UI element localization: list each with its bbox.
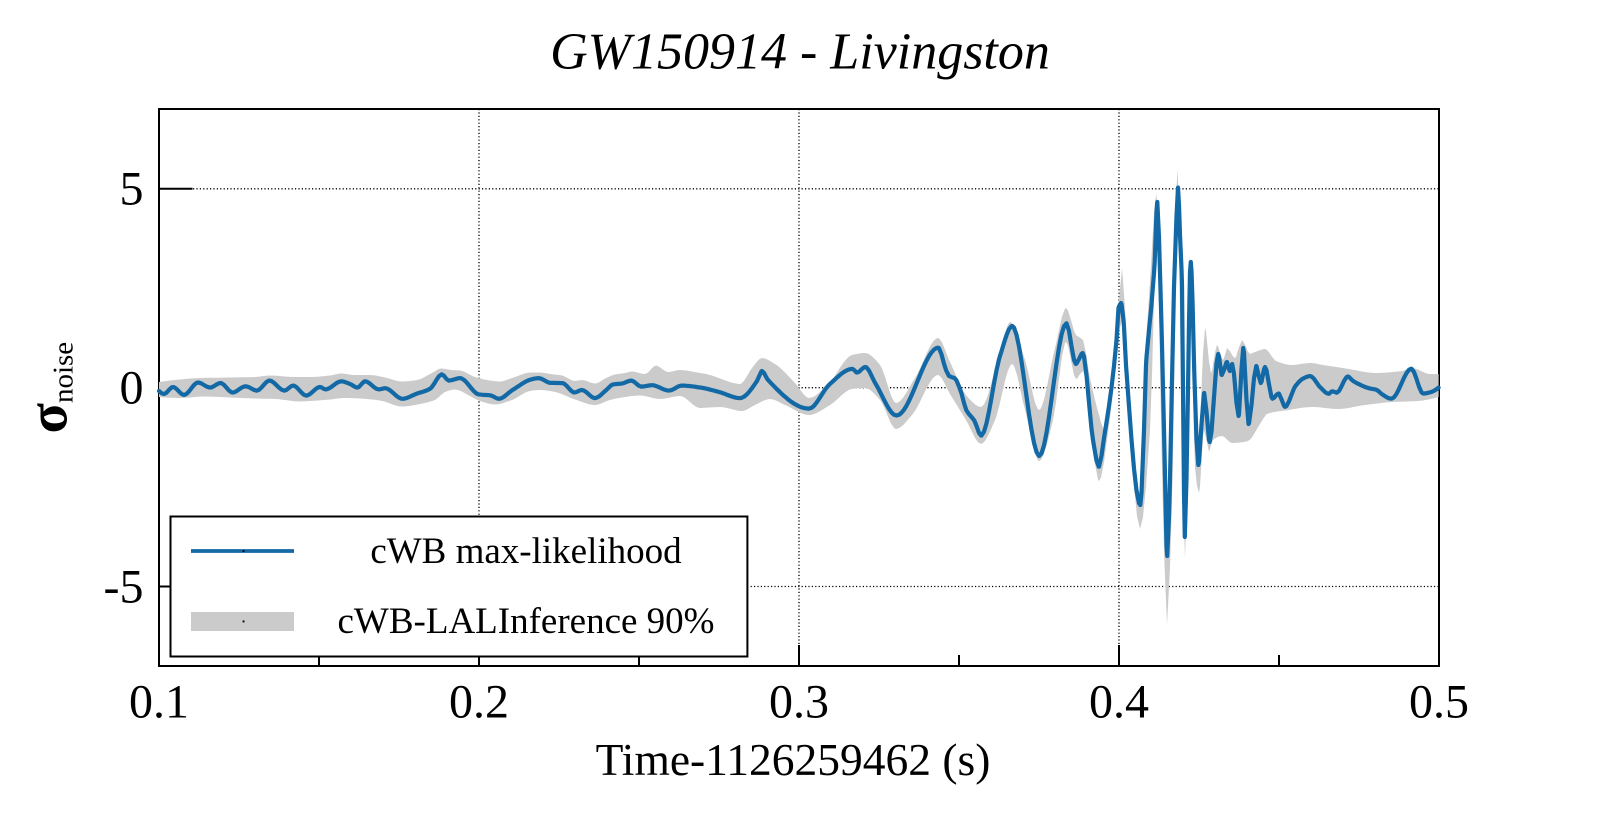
svg-text:0.3: 0.3 <box>769 676 829 729</box>
svg-text:0.4: 0.4 <box>1089 676 1149 729</box>
svg-text:0.1: 0.1 <box>129 676 189 729</box>
svg-text:GW150914 - Livingston: GW150914 - Livingston <box>550 24 1050 81</box>
svg-text:-5: -5 <box>104 560 144 613</box>
svg-text:0.5: 0.5 <box>1409 676 1469 729</box>
svg-text:0: 0 <box>120 362 144 415</box>
svg-text:cWB-LALInference 90%: cWB-LALInference 90% <box>338 601 715 642</box>
svg-text:5: 5 <box>120 163 144 216</box>
svg-text:Time-1126259462 (s): Time-1126259462 (s) <box>596 734 991 785</box>
svg-text:cWB max-likelihood: cWB max-likelihood <box>370 531 682 572</box>
svg-text:0.2: 0.2 <box>449 676 509 729</box>
